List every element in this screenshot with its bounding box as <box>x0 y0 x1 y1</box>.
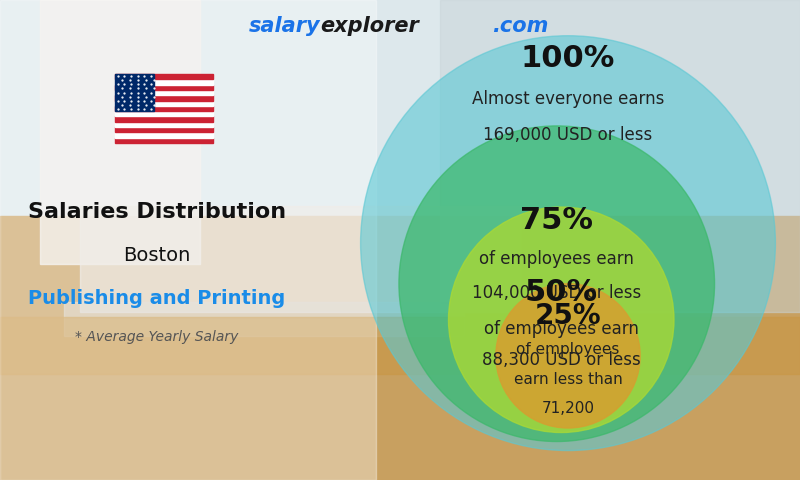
Bar <box>114 132 213 138</box>
Text: 100%: 100% <box>521 44 615 73</box>
Circle shape <box>449 207 674 432</box>
Bar <box>114 90 213 95</box>
Text: Boston: Boston <box>123 246 190 265</box>
Bar <box>114 127 213 132</box>
Bar <box>114 106 213 111</box>
Bar <box>0 0 800 216</box>
Bar <box>0 0 376 480</box>
Bar <box>440 0 800 312</box>
Bar <box>64 302 464 336</box>
Bar <box>114 74 154 111</box>
Bar <box>114 74 213 79</box>
Bar <box>114 100 213 106</box>
Circle shape <box>361 36 775 451</box>
Bar <box>0 216 800 480</box>
Text: 75%: 75% <box>520 206 594 235</box>
Text: 50%: 50% <box>525 278 598 307</box>
Bar <box>114 84 213 90</box>
Bar <box>114 95 213 100</box>
Bar <box>40 0 200 264</box>
Bar <box>114 111 213 117</box>
Text: 71,200: 71,200 <box>542 401 594 416</box>
Circle shape <box>399 126 714 442</box>
Bar <box>114 138 213 143</box>
Text: Publishing and Printing: Publishing and Printing <box>28 289 286 308</box>
Bar <box>114 79 213 84</box>
Text: of employees earn: of employees earn <box>484 320 638 338</box>
Text: 104,000 USD or less: 104,000 USD or less <box>472 284 642 302</box>
Bar <box>114 122 213 127</box>
Text: * Average Yearly Salary: * Average Yearly Salary <box>75 330 238 345</box>
Text: of employees: of employees <box>516 343 620 358</box>
Text: earn less than: earn less than <box>514 372 622 387</box>
Bar <box>80 206 520 312</box>
Text: explorer: explorer <box>320 16 418 36</box>
Text: salary: salary <box>248 16 320 36</box>
Text: Almost everyone earns: Almost everyone earns <box>472 90 664 108</box>
Text: of employees earn: of employees earn <box>479 250 634 268</box>
Bar <box>0 317 800 374</box>
Text: 25%: 25% <box>534 302 602 330</box>
Text: 88,300 USD or less: 88,300 USD or less <box>482 351 641 370</box>
Text: 169,000 USD or less: 169,000 USD or less <box>483 126 653 144</box>
Circle shape <box>496 284 640 428</box>
Bar <box>114 117 213 122</box>
Text: .com: .com <box>492 16 548 36</box>
Text: Salaries Distribution: Salaries Distribution <box>28 202 286 222</box>
